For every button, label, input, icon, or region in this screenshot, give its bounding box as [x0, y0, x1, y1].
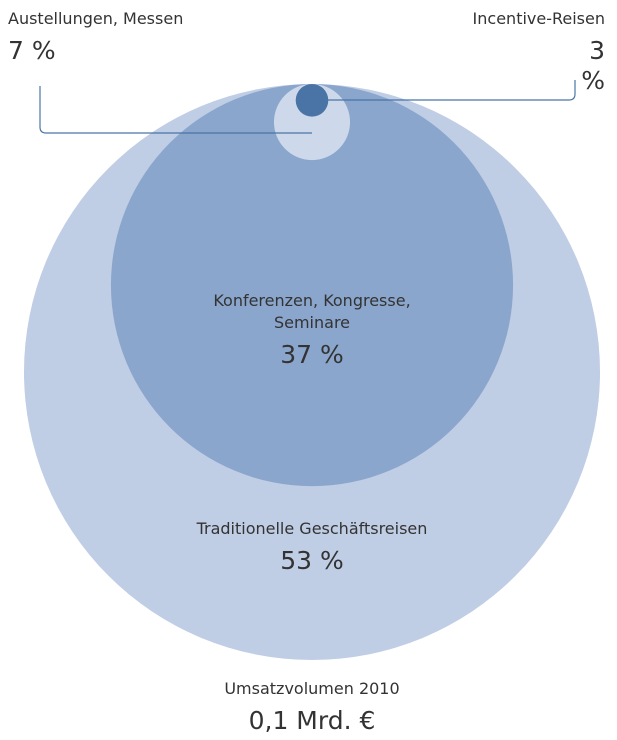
category-label: Austellungen, Messen — [8, 9, 184, 28]
connector — [39, 86, 312, 134]
value-label: 7 % — [8, 36, 56, 65]
footer-value: 0,1 Mrd. € — [248, 706, 376, 735]
category-label: Konferenzen, Kongresse, Seminare — [213, 291, 411, 332]
value-label: 37 % — [280, 340, 344, 369]
category-label: Traditionelle Geschäftsreisen — [196, 519, 428, 538]
bubble — [273, 84, 351, 161]
category-label: Incentive-Reisen — [472, 9, 605, 28]
footer-title: Umsatzvolumen 2010 — [224, 679, 400, 698]
connector — [312, 80, 576, 101]
value-label: 53 % — [280, 546, 344, 575]
bubble — [110, 84, 514, 487]
value-label: 3 % — [581, 36, 606, 95]
